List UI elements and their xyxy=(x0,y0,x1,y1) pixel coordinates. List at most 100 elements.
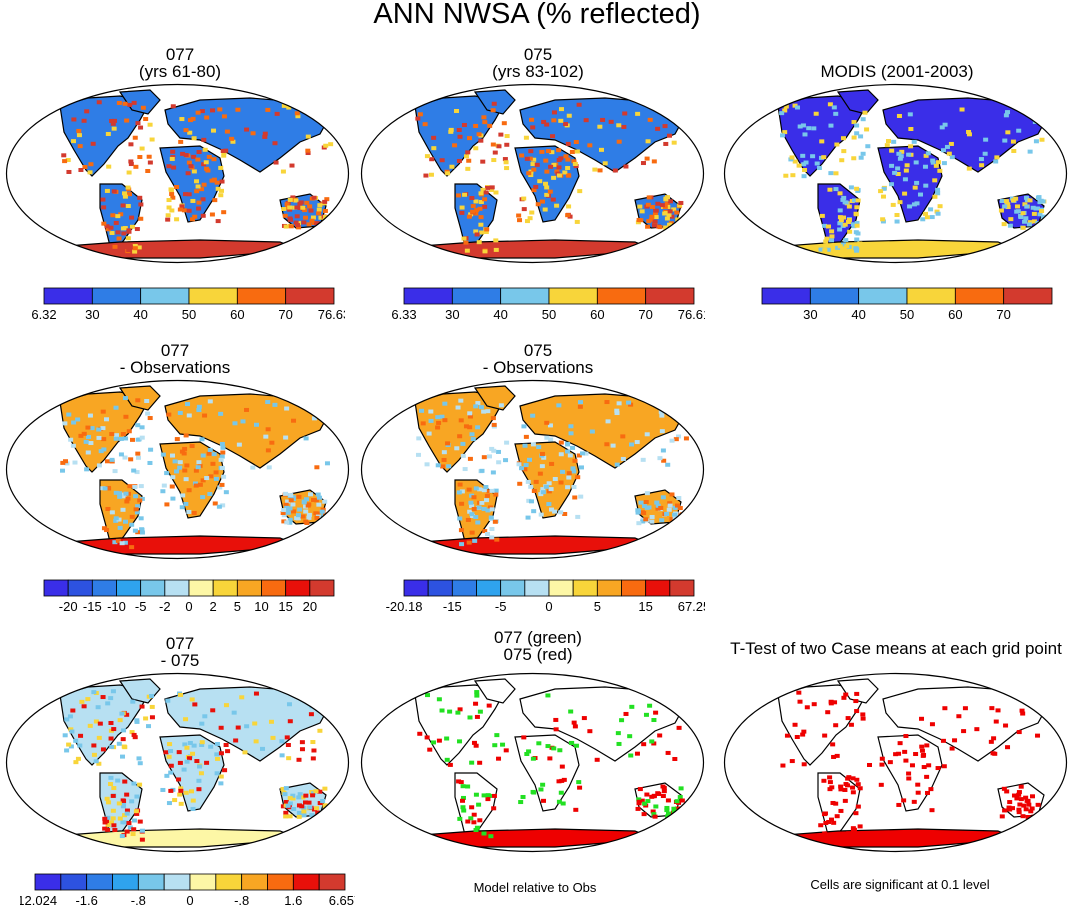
grid-cell xyxy=(920,217,926,222)
grid-cell xyxy=(219,482,225,487)
grid-cell xyxy=(934,209,940,214)
grid-cell xyxy=(124,808,130,813)
grid-cell xyxy=(196,150,202,155)
grid-cell xyxy=(843,200,849,205)
grid-cell xyxy=(473,743,479,748)
colorbar-swatch xyxy=(34,873,62,891)
grid-cell xyxy=(115,214,121,219)
grid-cell xyxy=(98,449,104,454)
grid-cell xyxy=(531,790,537,795)
grid-cell xyxy=(124,811,130,816)
grid-cell xyxy=(929,215,935,220)
grid-cell xyxy=(90,141,96,146)
grid-cell xyxy=(214,180,220,185)
grid-cell xyxy=(293,198,299,203)
grid-cell xyxy=(930,158,936,163)
grid-cell xyxy=(567,453,573,458)
grid-cell xyxy=(852,198,858,203)
grid-cell xyxy=(304,200,310,205)
grid-cell xyxy=(70,708,76,713)
colorbar-swatch xyxy=(621,579,647,597)
grid-cell xyxy=(66,169,72,174)
grid-cell xyxy=(525,479,531,484)
grid-cell xyxy=(138,484,144,489)
grid-cell xyxy=(827,780,833,785)
grid-cell xyxy=(218,774,224,779)
grid-cell xyxy=(435,463,441,468)
grid-cell xyxy=(108,720,114,725)
grid-cell xyxy=(89,426,95,431)
colorbar-label: -10 xyxy=(107,599,126,614)
grid-cell xyxy=(147,160,153,165)
map-frame xyxy=(360,83,705,264)
grid-cell xyxy=(522,467,528,472)
grid-cell xyxy=(288,224,294,229)
grid-cell xyxy=(441,450,447,455)
grid-cell xyxy=(419,408,425,413)
grid-cell xyxy=(678,786,684,791)
grid-cell xyxy=(197,482,203,487)
grid-cell xyxy=(1005,110,1011,115)
grid-cell xyxy=(850,776,856,781)
grid-cell xyxy=(643,517,649,522)
grid-cell xyxy=(552,476,558,481)
grid-cell xyxy=(647,117,653,122)
panel-title-line1: 075 xyxy=(523,341,553,360)
grid-cell xyxy=(198,771,204,776)
panel-title-line1: 077 (green) xyxy=(494,628,582,647)
grid-cell xyxy=(214,752,220,757)
grid-cell xyxy=(456,159,462,164)
grid-cell xyxy=(200,478,206,483)
grid-cell xyxy=(677,506,683,511)
grid-cell xyxy=(1023,195,1029,200)
map-ttest xyxy=(723,672,1068,853)
grid-cell xyxy=(838,218,844,223)
grid-cell xyxy=(126,821,132,826)
map-frame xyxy=(360,672,705,853)
grid-cell xyxy=(639,209,645,214)
grid-cell xyxy=(822,831,828,836)
grid-cell xyxy=(1005,130,1011,135)
grid-cell xyxy=(119,834,125,839)
grid-cell xyxy=(120,804,126,809)
grid-cell xyxy=(120,798,126,803)
grid-cell xyxy=(133,164,139,169)
grid-cell xyxy=(573,140,579,145)
grid-cell xyxy=(135,437,141,442)
grid-cell xyxy=(830,800,836,805)
grid-cell xyxy=(201,162,207,167)
grid-cell xyxy=(540,782,546,787)
grid-cell xyxy=(925,790,931,795)
grid-cell xyxy=(457,816,463,821)
grid-cell xyxy=(530,162,536,167)
grid-cell xyxy=(933,163,939,168)
grid-cell xyxy=(560,801,566,806)
grid-cell xyxy=(93,719,99,724)
grid-cell xyxy=(684,412,690,417)
grid-cell xyxy=(178,139,184,144)
grid-cell xyxy=(794,105,800,110)
grid-cell xyxy=(177,760,183,765)
continent-eurasia xyxy=(519,97,686,173)
grid-cell xyxy=(907,204,913,209)
grid-cell xyxy=(465,819,471,824)
grid-cell xyxy=(120,432,126,437)
grid-cell xyxy=(129,799,135,804)
grid-cell xyxy=(126,170,132,175)
grid-cell xyxy=(218,781,224,786)
grid-cell xyxy=(462,467,468,472)
grid-cell xyxy=(485,793,491,798)
grid-cell xyxy=(605,419,611,424)
grid-cell xyxy=(935,211,941,216)
grid-cell xyxy=(1033,139,1039,144)
grid-cell xyxy=(663,197,669,202)
grid-cell xyxy=(551,110,557,115)
grid-cell xyxy=(104,417,110,422)
grid-cell xyxy=(97,721,103,726)
grid-cell xyxy=(439,158,445,163)
grid-cell xyxy=(126,192,132,197)
grid-cell xyxy=(558,107,564,112)
grid-cell xyxy=(192,481,198,486)
grid-cell xyxy=(525,515,531,520)
grid-cell xyxy=(1014,204,1020,209)
